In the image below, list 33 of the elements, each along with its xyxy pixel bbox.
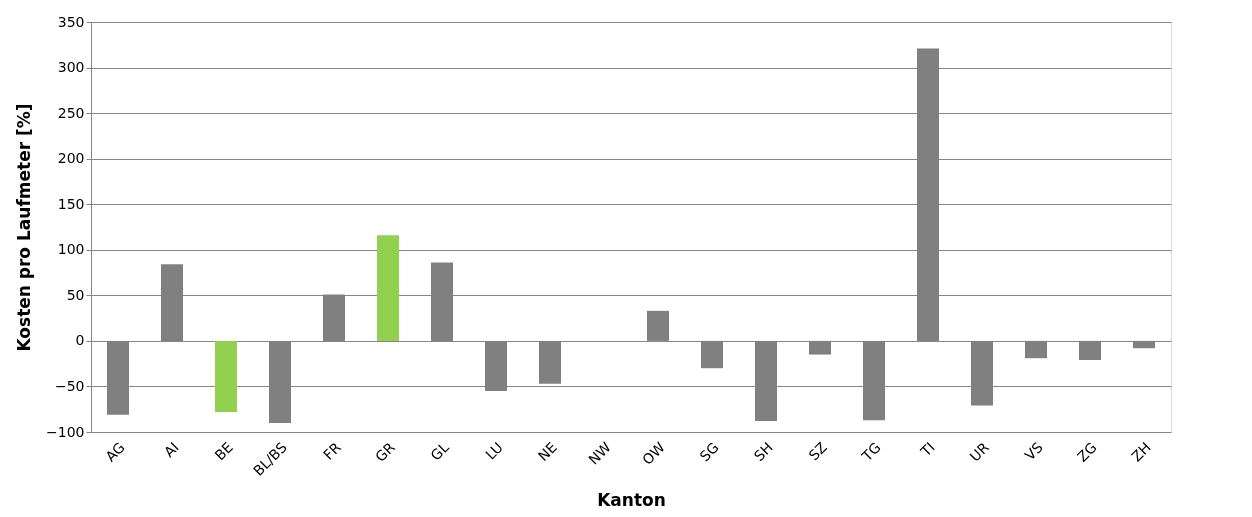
y-tick-label: 250 <box>57 104 85 121</box>
x-tick-label: NW <box>585 438 614 468</box>
x-tick-label: BE <box>211 439 236 464</box>
x-tick-label: GL <box>427 438 453 464</box>
x-tick-label: NE <box>534 439 560 465</box>
x-tick-label: ZH <box>1128 439 1154 465</box>
y-tick-label: 350 <box>57 13 85 30</box>
x-tick-label: AI <box>160 439 182 461</box>
y-tick-label: 300 <box>57 59 85 76</box>
x-tick-label: TG <box>858 439 884 465</box>
y-tick-label: −50 <box>54 377 85 394</box>
x-axis-title: Kanton <box>597 489 666 510</box>
x-tick-label: SH <box>750 439 776 465</box>
y-tick-label: 50 <box>66 286 85 303</box>
bar <box>377 235 399 341</box>
x-tick-label: LU <box>482 439 506 463</box>
bar <box>215 340 237 412</box>
x-tick-label: SG <box>696 439 722 465</box>
y-tick-label: 150 <box>57 195 85 212</box>
x-tick-label: ZG <box>1074 439 1100 465</box>
x-tick-label: AG <box>102 439 128 465</box>
x-tick-label: SZ <box>805 439 830 464</box>
x-tick-label: TI <box>916 439 938 461</box>
y-tick-label: −100 <box>46 423 85 440</box>
x-tick-label: OW <box>639 438 668 468</box>
y-tick-label: 0 <box>75 332 85 349</box>
x-tick-label: VS <box>1021 439 1046 464</box>
x-tick-label: FR <box>320 438 345 463</box>
x-tick-label: UR <box>966 438 993 465</box>
y-tick-label: 100 <box>57 241 85 258</box>
y-axis-title: Kosten pro Laufmeter [%] <box>14 103 35 352</box>
y-tick-label: 200 <box>57 150 85 167</box>
x-tick-label: GR <box>372 438 399 465</box>
